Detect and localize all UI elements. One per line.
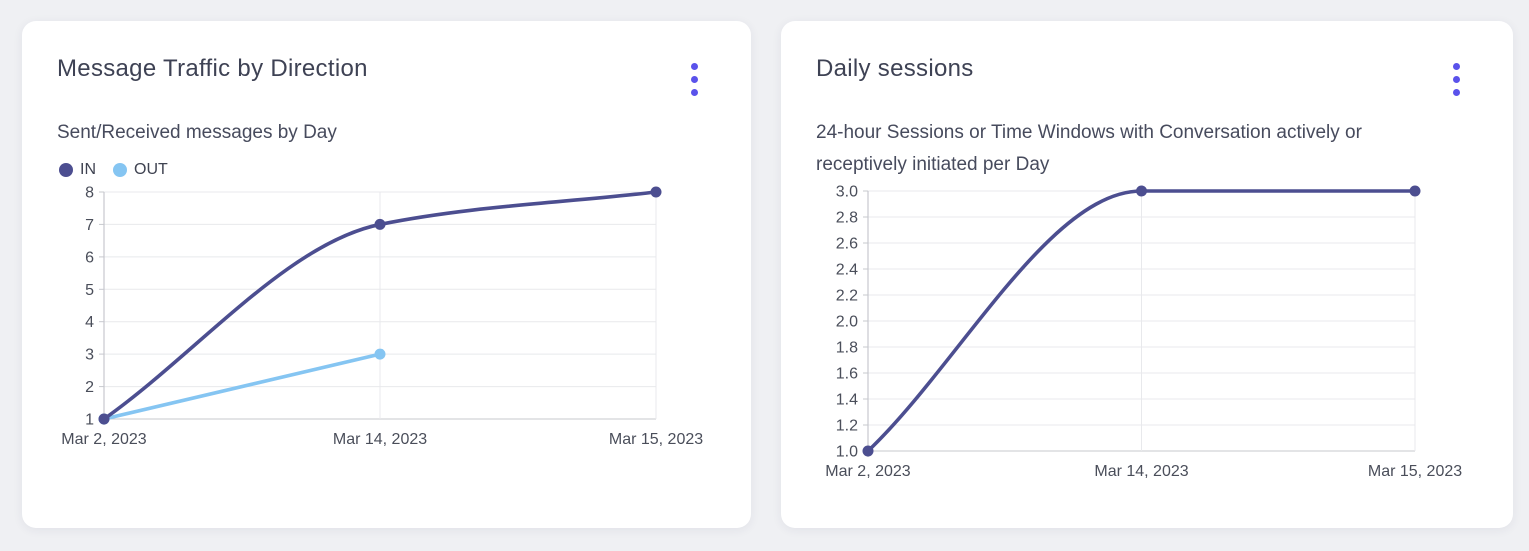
data-point-daily-sessions[interactable] — [1136, 185, 1147, 197]
legend-swatch — [59, 163, 73, 177]
y-tick-label: 2.2 — [836, 288, 858, 305]
legend-label: OUT — [134, 161, 168, 178]
subtitle-line: 24-hour Sessions or Time Windows with Co… — [816, 122, 1362, 143]
data-point-out[interactable] — [374, 348, 386, 360]
y-tick-label: 1.4 — [836, 392, 858, 409]
y-tick-label: 2.4 — [836, 262, 858, 279]
card-title: Message Traffic by Direction — [57, 55, 368, 82]
chart-legend: IN OUT — [59, 161, 168, 179]
y-tick-label: 1.6 — [836, 366, 858, 383]
line-chart-message-traffic: 1 2 3 4 5 6 7 8 Mar 2, 2023 Mar 14, 2023 Mar 15, 2… — [61, 185, 703, 449]
y-tick-label: 1.2 — [836, 418, 858, 435]
line-chart-daily-sessions: 1.0 1.2 1.4 1.6 1.8 2.0 2.2 2.4 2.6 2.8 3.0 Mar 2, … — [825, 184, 1462, 481]
series-line-out — [102, 352, 382, 421]
y-tick-label: 2.0 — [836, 314, 858, 331]
x-tick-label: Mar 15, 2023 — [609, 431, 703, 448]
data-point-daily-sessions[interactable] — [862, 445, 874, 457]
axis-labels: 1 2 3 4 5 6 7 8 Mar 2, 2023 Mar 14, 2023 Mar 15, 2… — [61, 185, 703, 449]
y-tick-label: 3 — [85, 347, 94, 364]
x-tick-label: Mar 15, 2023 — [1368, 463, 1462, 480]
y-tick-label: 5 — [85, 282, 94, 299]
y-tick-label: 1.0 — [836, 444, 858, 461]
kebab-menu-icon — [690, 63, 698, 70]
x-tick-label: Mar 14, 2023 — [1094, 463, 1188, 480]
y-tick-label: 2.6 — [836, 236, 858, 253]
legend-item-in[interactable]: IN — [59, 161, 96, 179]
subtitle-line: Sent/Received messages by Day — [57, 122, 337, 143]
kebab-menu-icon — [1452, 63, 1460, 70]
card-menu-button[interactable] — [679, 59, 709, 107]
data-point-in[interactable] — [650, 186, 662, 198]
subtitle-line: receptively initiated per Day — [816, 154, 1050, 175]
card-message-traffic: Message Traffic by Direction Sent/Receiv… — [22, 21, 751, 528]
y-tick-label: 4 — [85, 314, 94, 331]
x-tick-label: Mar 2, 2023 — [825, 463, 910, 480]
y-tick-label: 3.0 — [836, 184, 858, 201]
data-point-in[interactable] — [98, 413, 110, 425]
x-tick-label: Mar 2, 2023 — [61, 431, 146, 448]
legend-label: IN — [80, 161, 96, 178]
y-tick-label: 1.8 — [836, 340, 858, 357]
y-tick-label: 2 — [85, 379, 94, 396]
y-tick-label: 2.8 — [836, 210, 858, 227]
legend-item-out[interactable]: OUT — [113, 161, 168, 179]
data-point-in[interactable] — [374, 218, 386, 230]
chart-subtitle: 24-hour Sessions or Time Windows with Co… — [816, 117, 1362, 181]
y-tick-label: 8 — [85, 185, 94, 202]
data-point-daily-sessions[interactable] — [1409, 185, 1421, 197]
x-tick-label: Mar 14, 2023 — [333, 431, 427, 448]
y-tick-label: 6 — [85, 249, 94, 266]
y-tick-label: 1 — [85, 412, 94, 429]
y-tick-label: 7 — [85, 217, 94, 234]
card-title: Daily sessions — [816, 55, 974, 82]
card-daily-sessions: Daily sessions 24-hour Sessions or Time … — [781, 21, 1513, 528]
card-menu-button[interactable] — [1441, 59, 1471, 107]
axis-labels: 1.0 1.2 1.4 1.6 1.8 2.0 2.2 2.4 2.6 2.8 3.0 Mar 2, … — [825, 184, 1462, 481]
series-line-daily-sessions — [866, 189, 1417, 453]
legend-swatch — [113, 163, 127, 177]
chart-subtitle: Sent/Received messages by Day — [57, 117, 337, 149]
gridlines — [99, 191, 657, 420]
gridlines — [863, 190, 1416, 452]
